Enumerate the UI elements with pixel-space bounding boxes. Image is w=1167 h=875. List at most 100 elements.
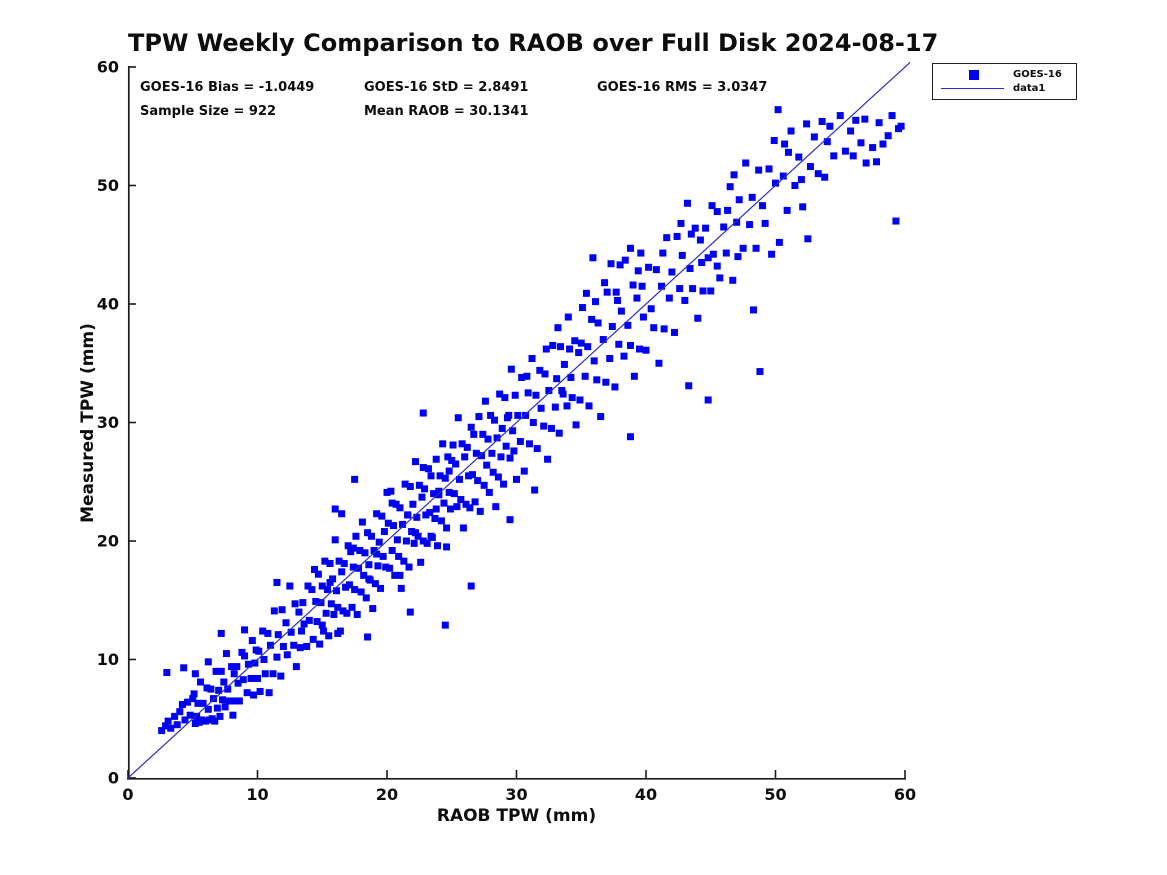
scatter-point bbox=[603, 288, 611, 296]
scatter-point bbox=[360, 571, 368, 579]
scatter-point bbox=[869, 144, 877, 152]
scatter-point bbox=[388, 499, 396, 507]
scatter-point bbox=[370, 546, 378, 554]
scatter-point bbox=[892, 217, 900, 225]
scatter-point bbox=[572, 421, 580, 429]
scatter-point bbox=[797, 176, 805, 184]
scatter-point bbox=[410, 539, 418, 547]
scatter-point bbox=[383, 488, 391, 496]
scatter-point bbox=[423, 539, 431, 547]
scatter-point bbox=[734, 253, 742, 261]
scatter-point bbox=[162, 722, 170, 730]
scatter-point bbox=[577, 339, 585, 347]
scatter-point bbox=[427, 532, 435, 540]
scatter-point bbox=[503, 414, 511, 422]
scatter-point bbox=[332, 587, 340, 595]
scatter-point bbox=[419, 409, 427, 417]
scatter-point bbox=[440, 499, 448, 507]
scatter-point bbox=[435, 491, 443, 499]
scatter-point bbox=[318, 621, 326, 629]
scatter-point bbox=[852, 116, 860, 124]
scatter-point bbox=[626, 433, 634, 441]
scatter-point bbox=[255, 647, 263, 655]
scatter-point bbox=[347, 548, 355, 556]
scatter-point bbox=[362, 594, 370, 602]
scatter-point bbox=[224, 685, 232, 693]
scatter-point bbox=[194, 699, 202, 707]
scatter-point bbox=[480, 481, 488, 489]
scatter-point bbox=[494, 473, 502, 481]
scatter-point bbox=[186, 711, 194, 719]
scatter-point bbox=[396, 571, 404, 579]
legend-square-marker-icon bbox=[969, 70, 979, 80]
scatter-point bbox=[557, 343, 565, 351]
scatter-point bbox=[441, 621, 449, 629]
scatter-point bbox=[677, 219, 685, 227]
scatter-point bbox=[290, 641, 298, 649]
scatter-point bbox=[630, 372, 638, 380]
scatter-point bbox=[791, 182, 799, 189]
scatter-point bbox=[474, 477, 482, 485]
scatter-point bbox=[439, 440, 447, 448]
scatter-point bbox=[475, 413, 483, 421]
scatter-point bbox=[506, 516, 514, 524]
scatter-point bbox=[582, 289, 590, 297]
scatter-point bbox=[312, 597, 320, 605]
scatter-point bbox=[724, 206, 732, 214]
x-tick-label: 40 bbox=[635, 785, 657, 804]
scatter-point bbox=[356, 546, 364, 554]
scatter-point bbox=[382, 563, 390, 571]
scatter-point bbox=[330, 610, 338, 618]
scatter-point bbox=[826, 122, 834, 130]
scatter-point bbox=[445, 488, 453, 496]
scatter-point bbox=[217, 667, 225, 675]
scatter-point bbox=[589, 254, 597, 262]
scatter-point bbox=[369, 605, 377, 613]
scatter-point bbox=[496, 390, 504, 398]
scatter-point bbox=[300, 620, 308, 628]
scatter-point bbox=[241, 652, 249, 660]
scatter-point bbox=[463, 443, 471, 451]
scatter-point bbox=[409, 500, 417, 508]
scatter-point bbox=[571, 337, 579, 345]
scatter-point bbox=[279, 642, 287, 650]
scatter-point bbox=[465, 472, 473, 480]
scatter-point bbox=[391, 571, 399, 579]
scatter-point bbox=[371, 580, 379, 588]
scatter-point bbox=[320, 627, 328, 635]
scatter-point bbox=[704, 396, 712, 404]
scatter-point bbox=[730, 171, 738, 179]
scatter-point bbox=[579, 304, 587, 312]
scatter-point bbox=[707, 287, 715, 295]
scatter-point bbox=[729, 276, 737, 284]
stat-std-text: GOES-16 StD = 2.8491 bbox=[364, 80, 529, 95]
scatter-point bbox=[204, 705, 212, 713]
scatter-point bbox=[704, 254, 712, 262]
y-tick-label: 20 bbox=[97, 532, 119, 551]
scatter-point bbox=[217, 629, 225, 637]
scatter-point bbox=[584, 343, 592, 351]
scatter-point bbox=[564, 313, 572, 321]
scatter-point bbox=[726, 183, 734, 191]
scatter-point bbox=[490, 416, 498, 424]
scatter-point bbox=[650, 324, 658, 332]
scatter-point bbox=[590, 357, 598, 365]
scatter-point bbox=[472, 449, 480, 457]
scatter-point bbox=[784, 148, 792, 156]
scatter-point bbox=[395, 552, 403, 560]
scatter-point bbox=[393, 536, 401, 544]
scatter-point bbox=[560, 360, 568, 368]
scatter-point bbox=[204, 658, 212, 666]
scatter-point bbox=[708, 202, 716, 210]
scatter-point bbox=[566, 345, 574, 353]
scatter-point bbox=[544, 455, 552, 463]
scatter-point bbox=[492, 503, 500, 511]
scatter-point bbox=[216, 712, 224, 720]
scatter-point bbox=[611, 383, 619, 391]
scatter-point bbox=[488, 449, 496, 457]
scatter-point bbox=[636, 345, 644, 353]
scatter-point bbox=[199, 699, 207, 707]
scatter-point bbox=[685, 382, 693, 390]
scatter-point bbox=[365, 561, 373, 569]
